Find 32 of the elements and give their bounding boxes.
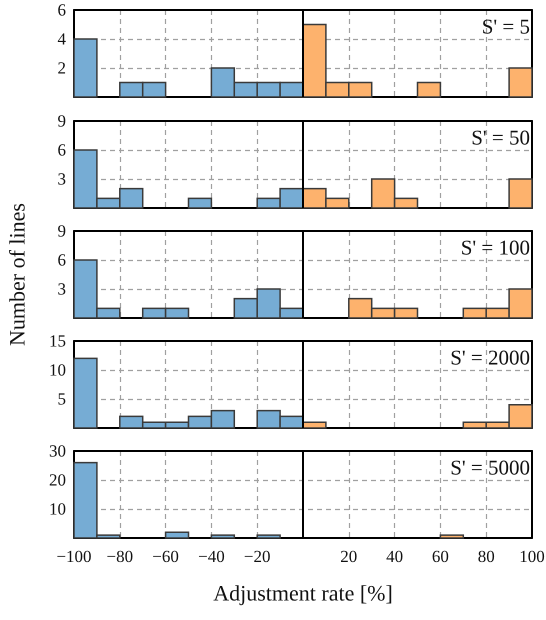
y-tick-label: 9	[58, 222, 66, 240]
x-tick-label: −40	[198, 547, 225, 566]
y-tick-label: 30	[49, 442, 66, 460]
annotation: S' = 100	[460, 236, 530, 260]
x-tick-label: 40	[386, 547, 404, 566]
x-tick-label: −20	[244, 547, 270, 566]
y-tick-label: 4	[58, 30, 66, 48]
y-tick-label: 6	[58, 0, 66, 20]
y-tick-label: 6	[58, 250, 66, 270]
x-tick-label: 20	[340, 547, 358, 566]
y-tick-label: 20	[49, 470, 66, 490]
y-tick-label: 6	[58, 140, 66, 160]
x-tick-label: −100	[56, 547, 92, 566]
x-axis-title: Adjustment rate [%]	[213, 580, 393, 606]
y-tick-label: 9	[58, 112, 66, 130]
y-tick-label: 3	[58, 280, 66, 298]
annotation: S' = 5000	[450, 456, 530, 480]
x-tick-label: 80	[478, 547, 495, 566]
y-axis-title: Number of lines	[4, 203, 30, 346]
y-tick-label: 3	[58, 170, 66, 188]
x-tick-label: −60	[152, 547, 179, 566]
y-tick-label: 2	[58, 58, 66, 78]
annotation: S' = 50	[471, 126, 530, 150]
y-tick-label: 5	[58, 390, 66, 408]
annotation: S' = 5	[482, 14, 530, 38]
annotation: S' = 2000	[450, 346, 530, 370]
x-tick-label: −80	[106, 547, 134, 566]
y-tick-label: 10	[49, 360, 66, 380]
x-tick-label: 60	[432, 547, 449, 566]
y-tick-label: 10	[49, 500, 66, 518]
y-tick-label: 15	[49, 332, 66, 350]
x-tick-label: 100	[519, 547, 545, 566]
